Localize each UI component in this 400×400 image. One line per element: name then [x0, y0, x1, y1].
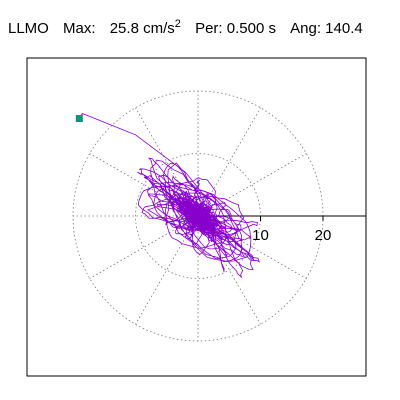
- max-value: 25.8: [109, 20, 139, 37]
- station-code: LLMO: [8, 20, 49, 37]
- grid-spoke: [89, 215, 199, 279]
- period-value: 0.500 s: [226, 20, 276, 37]
- particle-motion-trace: [78, 113, 260, 279]
- radial-axis: 10 20: [198, 215, 366, 244]
- max-unit: cm/s2: [143, 18, 181, 37]
- max-label: Max:: [63, 20, 96, 37]
- grid-spoke: [197, 153, 307, 217]
- chart-header: LLMO Max: 25.8 cm/s2 Per: 0.500 s Ang: 1…: [8, 18, 363, 37]
- grid-spoke: [135, 215, 199, 325]
- period-label: Per:: [195, 20, 223, 37]
- start-marker: [75, 115, 83, 122]
- max-unit-exponent: 2: [174, 18, 181, 30]
- angle-label: Ang:: [290, 20, 321, 37]
- r-tick-label-20: 20: [315, 227, 332, 244]
- angle-value: 140.4: [325, 20, 363, 37]
- r-tick-label-10: 10: [252, 227, 269, 244]
- plot-frame: [26, 57, 367, 377]
